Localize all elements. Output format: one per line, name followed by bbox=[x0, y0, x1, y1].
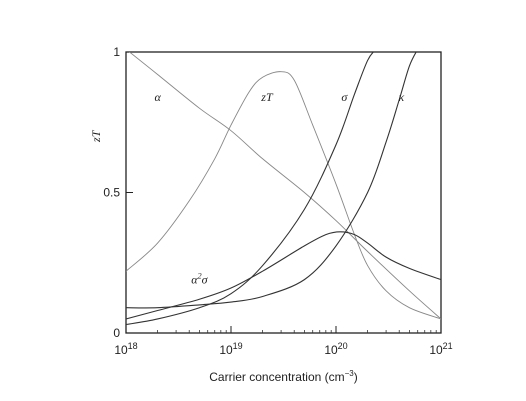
y-axis-label: zT bbox=[89, 129, 103, 143]
y-tick-label: 0.5 bbox=[103, 186, 120, 200]
series-label-3: κ bbox=[399, 90, 405, 104]
y-tick-label: 1 bbox=[113, 45, 120, 59]
series-label-1: zT bbox=[260, 90, 274, 104]
series-label-2: σ bbox=[341, 90, 348, 104]
x-tick-label: 1018 bbox=[114, 341, 137, 357]
y-tick-label: 0 bbox=[113, 326, 120, 340]
x-tick-label: 1021 bbox=[429, 341, 452, 357]
x-axis-label: Carrier concentration (cm−3) bbox=[209, 369, 358, 384]
series-line-2 bbox=[126, 52, 374, 326]
series-label-4: α2σ bbox=[191, 272, 208, 287]
series-line-4 bbox=[126, 231, 441, 320]
series-line-0 bbox=[128, 52, 441, 320]
plot-frame bbox=[125, 51, 442, 334]
x-tick-label: 1019 bbox=[219, 341, 242, 357]
series-line-3 bbox=[126, 52, 417, 309]
series-label-0: α bbox=[154, 90, 161, 104]
x-tick-label: 1020 bbox=[324, 341, 347, 357]
series-line-1 bbox=[126, 71, 441, 320]
